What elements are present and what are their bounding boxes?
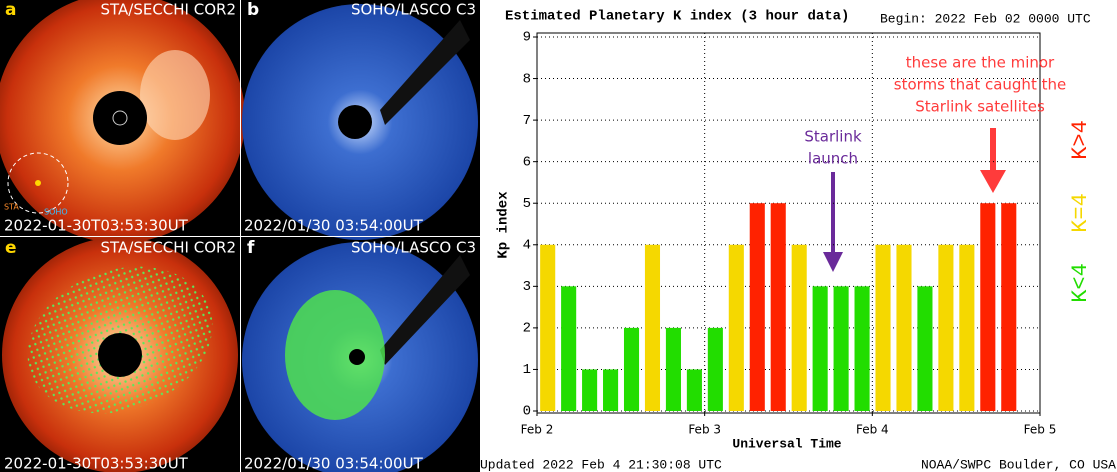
- x-tick-label: Feb 5: [1024, 423, 1057, 437]
- y-tick-label: 6: [523, 154, 531, 170]
- bar: [1001, 203, 1017, 411]
- x-tick-label: Feb 2: [521, 423, 554, 437]
- bar: [582, 369, 598, 411]
- occulter: [349, 349, 365, 365]
- chart: Estimated Planetary K index (3 hour data…: [480, 9, 1116, 472]
- y-tick-label: 2: [523, 321, 531, 337]
- bar: [791, 244, 807, 411]
- bar: [686, 369, 702, 411]
- bar: [749, 203, 765, 411]
- x-tick-label: Feb 3: [688, 423, 721, 437]
- panel-instrument: STA/SECCHI COR2: [101, 239, 237, 257]
- panel-timestamp: 2022-01-30T03:53:30UT: [4, 455, 189, 472]
- annotation: launch: [808, 150, 858, 168]
- panel-instrument: SOHO/LASCO C3: [351, 239, 476, 257]
- occulter: [93, 91, 147, 145]
- chart-title: Estimated Planetary K index (3 hour data…: [505, 9, 849, 25]
- bar: [707, 327, 723, 411]
- bar: [603, 369, 619, 411]
- annotation: Starlink: [804, 128, 862, 146]
- y-tick-label: 8: [523, 71, 531, 87]
- bar: [812, 286, 828, 411]
- bar: [917, 286, 933, 411]
- y-tick-label: 5: [523, 196, 531, 212]
- chart-subtitle: Begin: 2022 Feb 02 0000 UTC: [880, 11, 1091, 26]
- y-axis-label: Kp index: [496, 191, 512, 259]
- bar: [896, 244, 912, 411]
- sun-disk: [112, 110, 128, 126]
- pylon: [380, 20, 470, 125]
- y-tick-label: 0: [523, 404, 531, 420]
- bar: [959, 244, 975, 411]
- pylon: [380, 255, 470, 365]
- plot-frame: [536, 32, 1041, 414]
- y-tick-label: 4: [523, 237, 531, 253]
- footer: Updated 2022 Feb 4 21:30:08 UTC: [480, 457, 722, 472]
- y-tick-label: 1: [523, 362, 531, 378]
- panel-letter: f: [247, 238, 255, 258]
- bar: [644, 244, 661, 411]
- annotation: these are the minor: [906, 54, 1055, 72]
- bar: [561, 286, 577, 411]
- legend-label: K=4: [1068, 193, 1093, 233]
- panel-timestamp: 2022/01/30 03:54:00UT: [244, 455, 424, 472]
- legend-label: K<4: [1068, 263, 1093, 303]
- bar: [728, 244, 744, 411]
- bar: [623, 327, 640, 411]
- bar: [665, 327, 681, 411]
- occulter: [338, 105, 372, 139]
- panel-timestamp: 2022-01-30T03:53:30UT: [4, 217, 189, 235]
- y-tick-label: 9: [523, 30, 531, 46]
- bar: [980, 203, 996, 411]
- y-tick-label: 7: [523, 113, 531, 129]
- orbit: [7, 152, 69, 214]
- panel-letter: a: [5, 0, 16, 20]
- sun-dot: [35, 180, 41, 186]
- bar: [854, 286, 870, 411]
- x-tick-label: Feb 4: [856, 423, 889, 437]
- occulter: [98, 333, 142, 377]
- legend-label: K>4: [1068, 120, 1093, 160]
- orbit-label: STA: [4, 203, 19, 212]
- bar: [875, 244, 891, 411]
- annotation: Starlink satellites: [915, 98, 1045, 116]
- panel-instrument: SOHO/LASCO C3: [351, 1, 476, 19]
- panel-timestamp: 2022/01/30 03:54:00UT: [244, 217, 424, 235]
- footer: NOAA/SWPC Boulder, CO USA: [921, 457, 1116, 472]
- x-axis-label: Universal Time: [732, 436, 841, 451]
- panel-letter: e: [5, 238, 17, 258]
- annotation: storms that caught the: [894, 76, 1066, 94]
- y-tick-label: 3: [523, 279, 531, 295]
- bar: [540, 244, 556, 411]
- orbit-label: SOHO: [44, 208, 68, 217]
- panel-instrument: STA/SECCHI COR2: [101, 1, 237, 19]
- bar: [938, 244, 954, 411]
- arrow-head: [823, 252, 843, 272]
- panel-letter: b: [247, 0, 259, 20]
- bar: [770, 203, 786, 411]
- cme-a: [140, 50, 210, 140]
- cme-model-f: [285, 290, 385, 420]
- image-panels: a STA/SECCHI COR2 2022-01-30T03:53:30UT …: [0, 0, 480, 472]
- bar: [833, 286, 849, 411]
- arrow-head: [980, 170, 1006, 193]
